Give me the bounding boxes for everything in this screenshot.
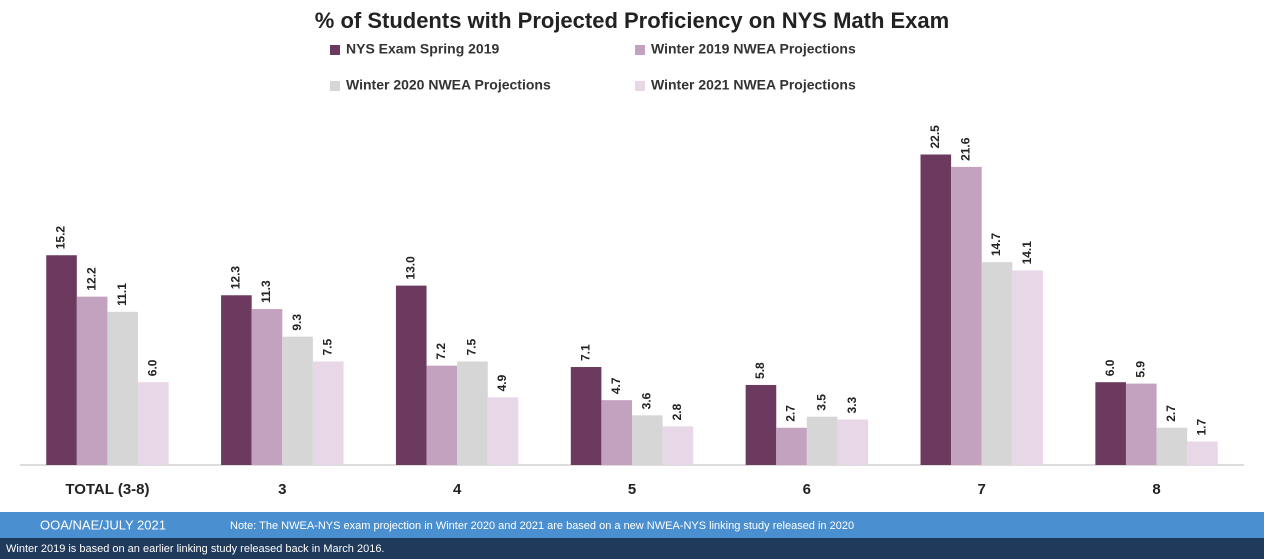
value-label: 7.2 bbox=[434, 343, 448, 360]
value-label: 6.0 bbox=[146, 359, 160, 376]
source: OOA/NAE/JULY 2021 bbox=[40, 517, 166, 532]
x-tick-label: 6 bbox=[803, 481, 811, 498]
value-label: 22.5 bbox=[928, 125, 942, 149]
value-label: 11.3 bbox=[259, 280, 273, 303]
value-label: 7.5 bbox=[320, 338, 334, 355]
bar bbox=[46, 255, 77, 465]
value-label: 4.7 bbox=[609, 377, 623, 394]
bar bbox=[745, 384, 777, 465]
bar bbox=[282, 336, 313, 465]
value-label: 7.5 bbox=[465, 338, 479, 355]
chart-title: % of Students with Projected Proficiency… bbox=[315, 8, 949, 33]
bar bbox=[632, 415, 663, 465]
value-label: 2.7 bbox=[1164, 405, 1178, 422]
footer-band bbox=[0, 512, 1264, 538]
value-label: 3.3 bbox=[845, 396, 859, 413]
x-tick-label: 7 bbox=[978, 481, 986, 498]
legend-swatch bbox=[635, 81, 645, 91]
bar bbox=[76, 296, 108, 465]
bar bbox=[601, 400, 632, 465]
bar bbox=[487, 397, 519, 465]
value-label: 3.5 bbox=[814, 394, 828, 411]
footer-strip bbox=[0, 538, 1264, 559]
legend-swatch bbox=[330, 81, 340, 91]
bar bbox=[1012, 270, 1043, 465]
legend-label: Winter 2019 NWEA Projections bbox=[651, 41, 856, 57]
value-label: 21.6 bbox=[959, 137, 973, 161]
legend-swatch bbox=[330, 45, 340, 55]
bar bbox=[837, 419, 869, 465]
bar bbox=[662, 426, 694, 465]
note: Note: The NWEA-NYS exam projection in Wi… bbox=[230, 520, 854, 532]
value-label: 7.1 bbox=[578, 344, 592, 361]
value-label: 14.1 bbox=[1020, 241, 1034, 265]
value-label: 5.8 bbox=[753, 362, 767, 379]
bar bbox=[1187, 441, 1218, 465]
value-label: 2.7 bbox=[784, 405, 798, 422]
bar bbox=[312, 361, 344, 465]
legend-label: NYS Exam Spring 2019 bbox=[346, 41, 500, 57]
value-label: 12.3 bbox=[229, 266, 243, 290]
note: Winter 2019 is based on an earlier linki… bbox=[6, 543, 385, 555]
x-tick-label: 3 bbox=[278, 481, 286, 498]
bar bbox=[221, 295, 252, 465]
bar bbox=[426, 365, 458, 465]
bar bbox=[806, 416, 838, 465]
x-tick-label: 4 bbox=[453, 481, 462, 498]
x-tick-label: 5 bbox=[628, 481, 636, 498]
value-label: 2.8 bbox=[670, 403, 684, 420]
bar bbox=[107, 311, 139, 465]
bar bbox=[251, 309, 283, 465]
bar bbox=[570, 367, 602, 465]
value-label: 15.2 bbox=[54, 226, 68, 250]
x-tick-label: TOTAL (3-8) bbox=[65, 481, 149, 498]
bar bbox=[951, 166, 982, 466]
value-label: 9.3 bbox=[290, 314, 304, 331]
legend-label: Winter 2020 NWEA Projections bbox=[346, 77, 551, 93]
bar bbox=[920, 154, 952, 465]
value-label: 1.7 bbox=[1195, 419, 1209, 436]
value-label: 3.6 bbox=[639, 392, 653, 409]
value-label: 6.0 bbox=[1103, 359, 1117, 376]
legend-swatch bbox=[635, 45, 645, 55]
bar bbox=[138, 382, 169, 465]
x-tick-label: 8 bbox=[1152, 481, 1160, 498]
value-label: 13.0 bbox=[403, 256, 417, 280]
value-label: 4.9 bbox=[495, 374, 509, 391]
value-label: 14.7 bbox=[989, 232, 1003, 256]
bar bbox=[1156, 427, 1188, 465]
legend-label: Winter 2021 NWEA Projections bbox=[651, 77, 856, 93]
bar bbox=[457, 361, 488, 465]
bar bbox=[981, 262, 1013, 465]
bar bbox=[395, 285, 427, 465]
bar bbox=[776, 427, 807, 465]
value-label: 5.9 bbox=[1133, 361, 1147, 378]
bar bbox=[1095, 382, 1126, 465]
value-label: 11.1 bbox=[115, 283, 129, 306]
bar bbox=[1125, 383, 1157, 465]
value-label: 12.2 bbox=[84, 267, 98, 291]
